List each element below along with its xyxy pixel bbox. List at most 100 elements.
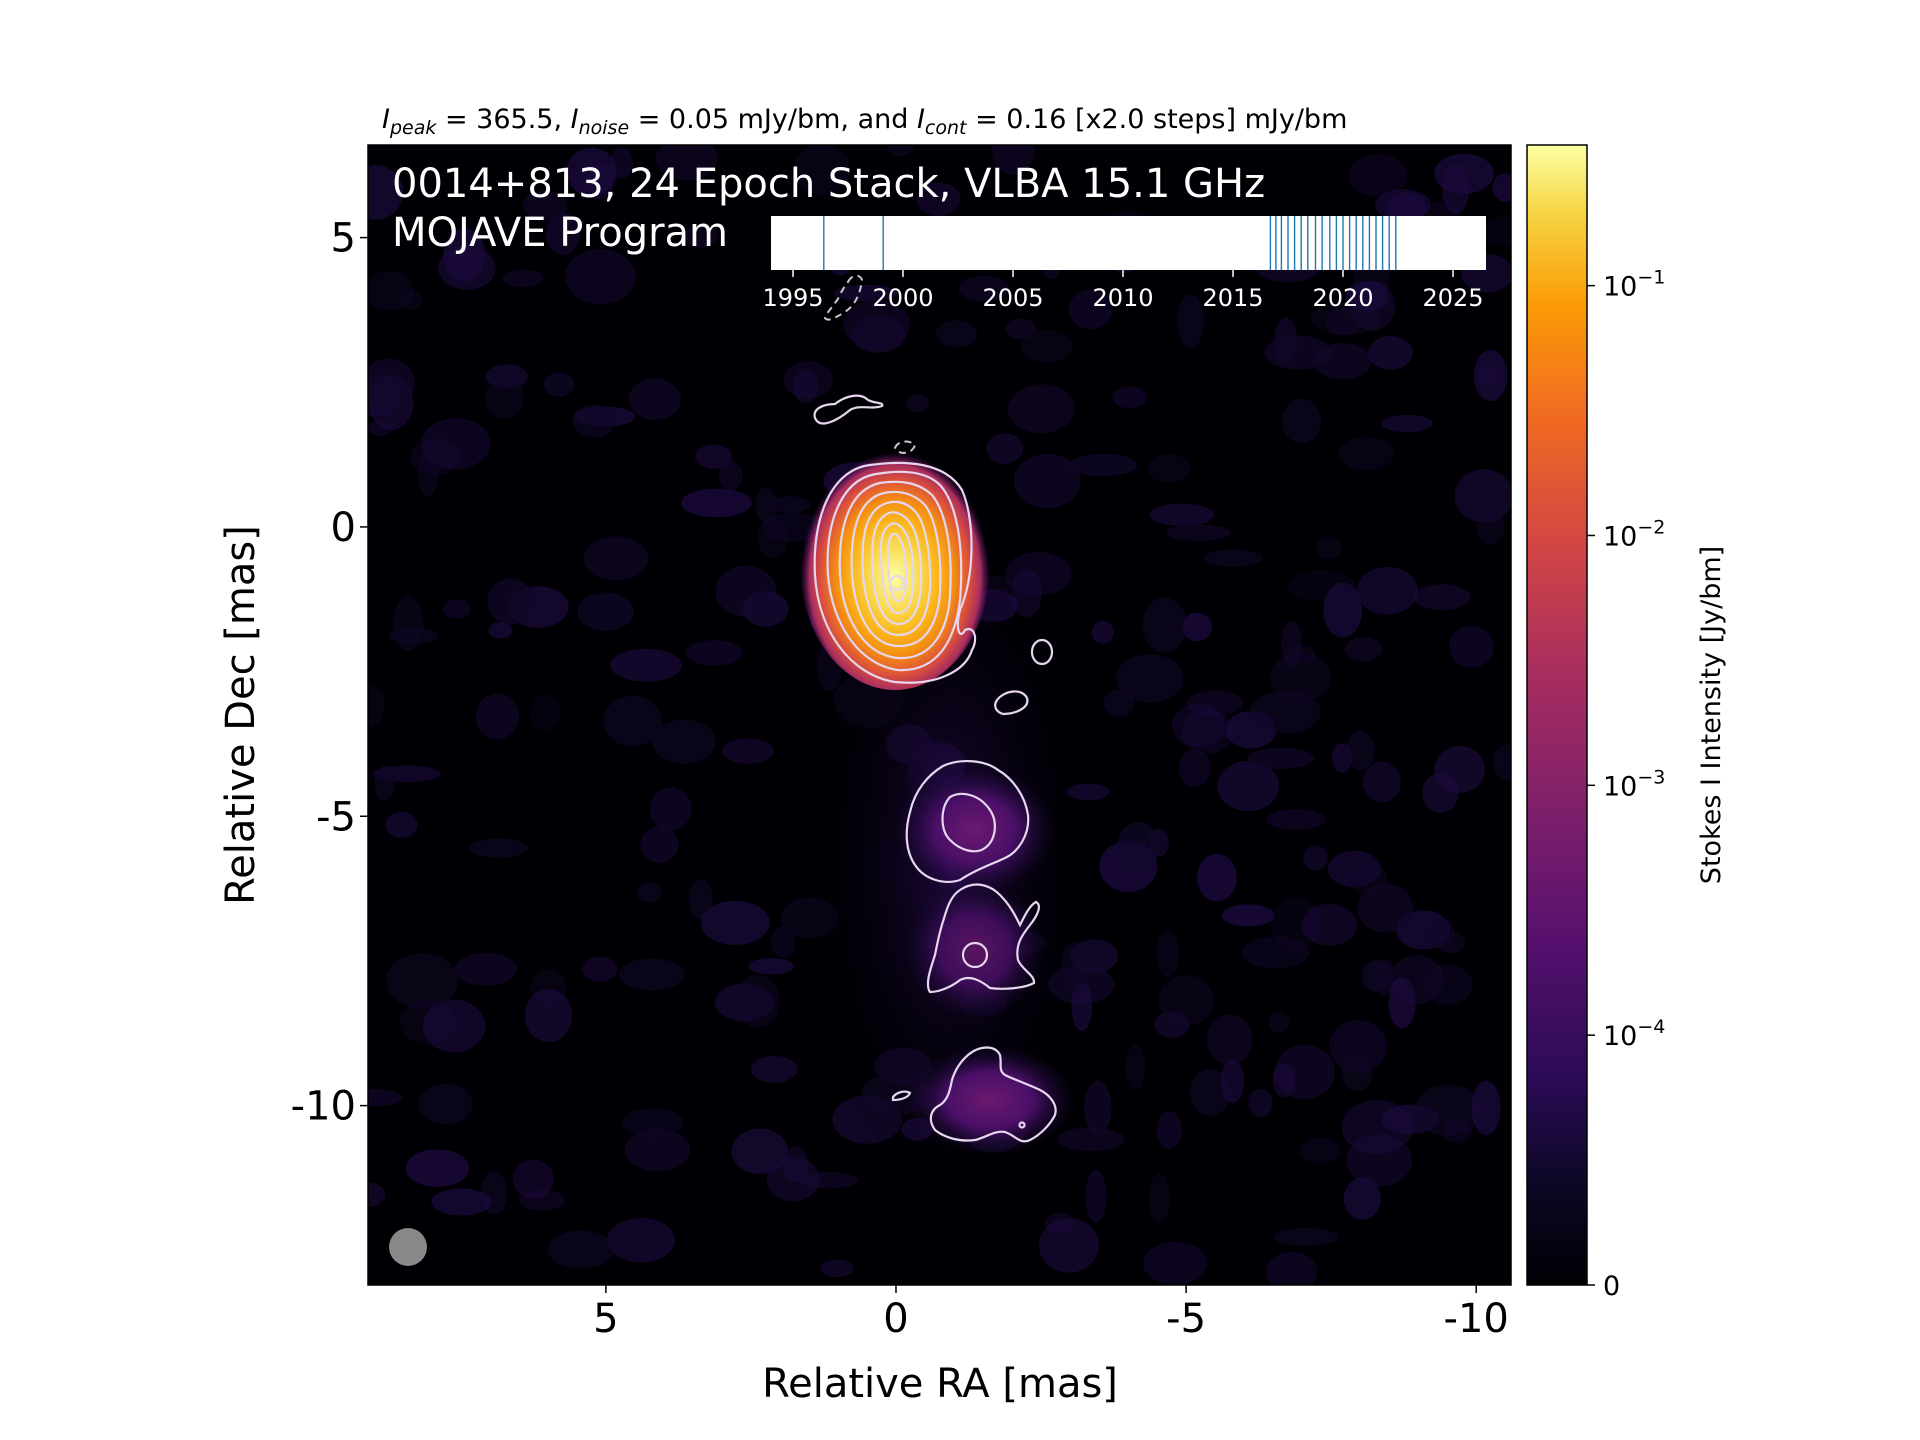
noise-blob (405, 1149, 470, 1187)
noise-blob (820, 1259, 855, 1278)
noise-blob (906, 394, 930, 413)
noise-blob (512, 1159, 554, 1200)
noise-blob (577, 592, 635, 631)
noise-blob (1117, 821, 1159, 872)
noise-blob (368, 1182, 386, 1207)
title-part: I (571, 104, 579, 135)
core-contour (861, 500, 932, 637)
noise-blob (547, 1230, 614, 1269)
title-part: = 0.16 [x2.0 steps] mJy/bm (966, 104, 1347, 135)
negative-contours (823, 274, 917, 454)
jet-knot-3-emission (905, 1045, 1075, 1155)
timeline-tick-label: 2000 (872, 284, 933, 312)
colorbar-tick-label: 10−4 (1603, 1016, 1665, 1052)
negative-contour (893, 440, 917, 454)
noise-blob (1343, 1177, 1382, 1220)
timeline-tick-label: 2025 (1422, 284, 1483, 312)
noise-blob (958, 275, 1009, 302)
noise-blob (1281, 620, 1303, 668)
noise-blob (747, 594, 777, 619)
colorbar-tick-base: 10 (1603, 771, 1637, 802)
noise-blob (1067, 453, 1138, 477)
colorbar-tick-base: 10 (1603, 1021, 1637, 1052)
noise-blob (935, 320, 978, 348)
noise-blob (487, 578, 534, 625)
noise-blob (1007, 384, 1075, 434)
noise-blob (770, 925, 796, 959)
noise-blob (734, 974, 780, 1028)
y-tick-label: 5 (331, 216, 356, 262)
noise-blob (1217, 760, 1280, 812)
colorbar-label: Stokes I Intensity [Jy/bm] (1696, 546, 1727, 884)
noise-blob (1005, 318, 1037, 340)
jet-knot-2-emission (905, 880, 1045, 1020)
noise-blob (469, 838, 529, 858)
small-blob-contour (994, 690, 1029, 716)
y-tick-label: -5 (316, 794, 356, 840)
noise-blob (916, 182, 961, 217)
noise-blob (1381, 414, 1433, 433)
figure-title: Ipeak = 365.5, Inoise = 0.05 mJy/bm, and… (382, 104, 1347, 139)
noise-blob (649, 787, 692, 831)
colorbar-tick-label: 10−1 (1603, 267, 1665, 303)
noise-blob (1299, 1137, 1342, 1164)
noise-blob (1344, 637, 1383, 662)
noise-blob (572, 404, 617, 438)
x-tick-label: -5 (1166, 1296, 1206, 1342)
jet-knot-3-contour (929, 1046, 1057, 1143)
jet-knot-2-hole-contour (961, 941, 989, 969)
noise-blob (583, 536, 649, 581)
title-part: = 0.05 mJy/bm, and (629, 104, 917, 135)
noise-blob (1426, 917, 1455, 949)
noise-blob (524, 988, 573, 1043)
noise-blob (1056, 1127, 1125, 1152)
noise-blob (1492, 173, 1511, 202)
noise-blob (475, 693, 519, 740)
noise-blob (1301, 904, 1358, 946)
core-contour-outer (813, 461, 977, 684)
noise-blob (1221, 904, 1275, 927)
noise-blob (1181, 612, 1213, 642)
noise-blob (374, 765, 395, 802)
title-part: I (382, 104, 390, 135)
noise-blob (700, 900, 770, 945)
noise-blob (1241, 936, 1310, 969)
noise-blob (1329, 1020, 1388, 1073)
noise-blob (422, 999, 486, 1053)
noise-blob (431, 1188, 492, 1216)
noise-blob (794, 145, 851, 196)
noise-blob (1338, 436, 1395, 471)
noise-blob (1367, 336, 1413, 370)
noise-blob (748, 957, 794, 975)
noise-blob (1288, 570, 1356, 602)
negative-contour (823, 274, 864, 321)
jet-knot-2-contour (926, 883, 1040, 994)
noise-blob (1147, 454, 1191, 483)
noise-blob (688, 880, 713, 919)
noise-blob (1177, 294, 1204, 349)
noise-blob (640, 826, 679, 863)
noise-blob (1473, 349, 1508, 402)
colorbar-tick-label: 10−3 (1603, 766, 1665, 802)
noise-blob (1084, 1080, 1112, 1136)
noise-blob (385, 811, 418, 838)
noise-blob (584, 163, 613, 201)
noise-blob (1148, 1173, 1170, 1224)
noise-blob (1158, 975, 1215, 1026)
noise-blob (1220, 1059, 1245, 1104)
noise-blob (606, 1217, 675, 1263)
noise-blob (1492, 744, 1511, 780)
noise-blob (1413, 584, 1471, 611)
noise-blob (685, 640, 743, 666)
x-axis-label: Relative RA [mas] (762, 1361, 1118, 1407)
noise-blob (1356, 566, 1418, 615)
noise-blob (398, 289, 423, 311)
core-contour (879, 522, 915, 615)
noise-blob (1115, 654, 1184, 703)
noise-blob (797, 1172, 859, 1189)
noise-blob (1181, 709, 1234, 754)
noise-blob (418, 1083, 473, 1125)
noise-blob (793, 370, 819, 404)
noise-blob (636, 881, 662, 903)
noise-blob (986, 433, 1024, 464)
